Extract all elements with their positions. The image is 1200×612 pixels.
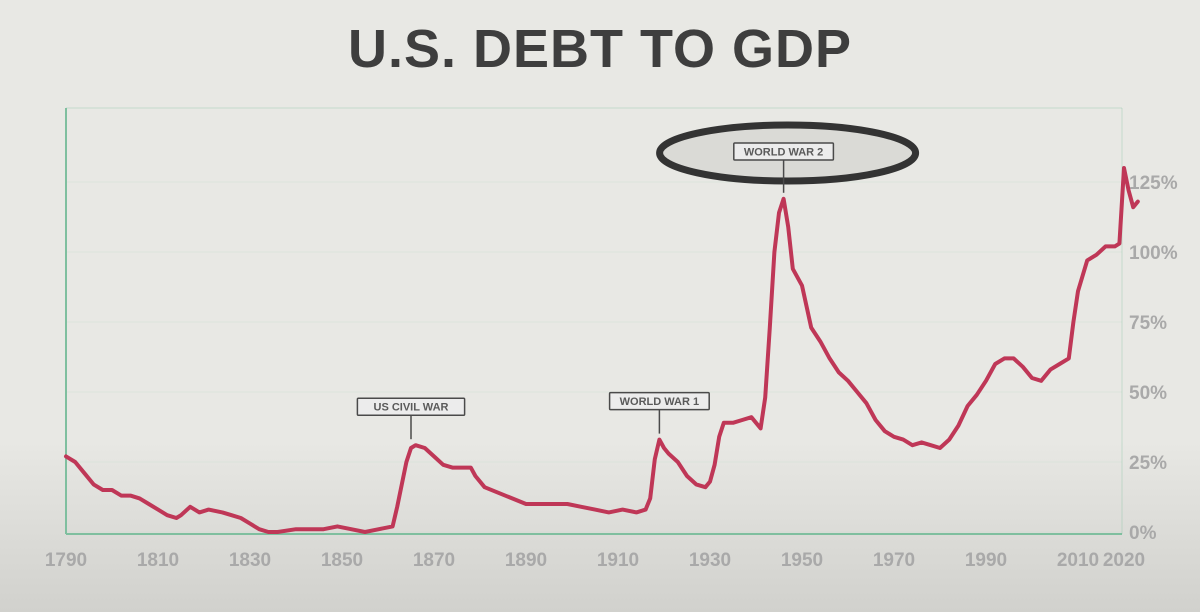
gridlines [66,181,1122,533]
x-tick-label-1830: 1830 [229,550,271,571]
annotations: US CIVIL WAR WORLD WAR 1 WORLD WAR 2 [356,121,920,440]
y-tick-label-3: 75% [1129,313,1167,334]
series-line-0 [64,166,1140,534]
y-tick-label-0: 0% [1129,523,1157,544]
y-tick-label-5: 125% [1129,173,1178,194]
x-tick-label-1790: 1790 [45,550,87,571]
x-tick-label-1890: 1890 [505,550,547,571]
chart-title: U.S. DEBT TO GDP [347,19,853,79]
annotation-0: US CIVIL WAR [356,397,466,440]
y-tick-label-4: 100% [1129,243,1178,264]
x-tick-label-1930: 1930 [689,550,731,571]
annotation-label-0: US CIVIL WAR [374,402,449,414]
x-tick-label-1950: 1950 [781,550,823,571]
annotation-box-0 [356,397,466,416]
y-tick-label-1: 25% [1129,453,1167,474]
annotation-box-1 [608,391,710,411]
x-tick-label-1850: 1850 [321,550,363,571]
annotation-label-1: WORLD WAR 1 [620,396,699,408]
annotation-1: WORLD WAR 1 [608,391,710,434]
y-axis-ticks: 0% 25% 50% 75% 100% 125% [1129,173,1178,544]
x-tick-label-2020: 2020 [1103,550,1145,571]
x-tick-label-1870: 1870 [413,550,455,571]
x-axis-ticks: 1790 1810 1830 1850 1870 1890 1910 1930 1950 1970… [45,550,1145,571]
series-layer [64,166,1140,534]
axes [65,107,1123,535]
x-tick-label-1810: 1810 [137,550,179,571]
annotation-label-2: WORLD WAR 2 [744,147,823,159]
x-tick-label-1990: 1990 [965,550,1007,571]
annotation-box-2 [733,142,835,161]
annotation-2: WORLD WAR 2 [656,121,920,193]
x-tick-label-2010: 2010 [1057,550,1099,571]
y-tick-label-2: 50% [1129,383,1167,404]
x-tick-label-1970: 1970 [873,550,915,571]
x-tick-label-1910: 1910 [597,550,639,571]
